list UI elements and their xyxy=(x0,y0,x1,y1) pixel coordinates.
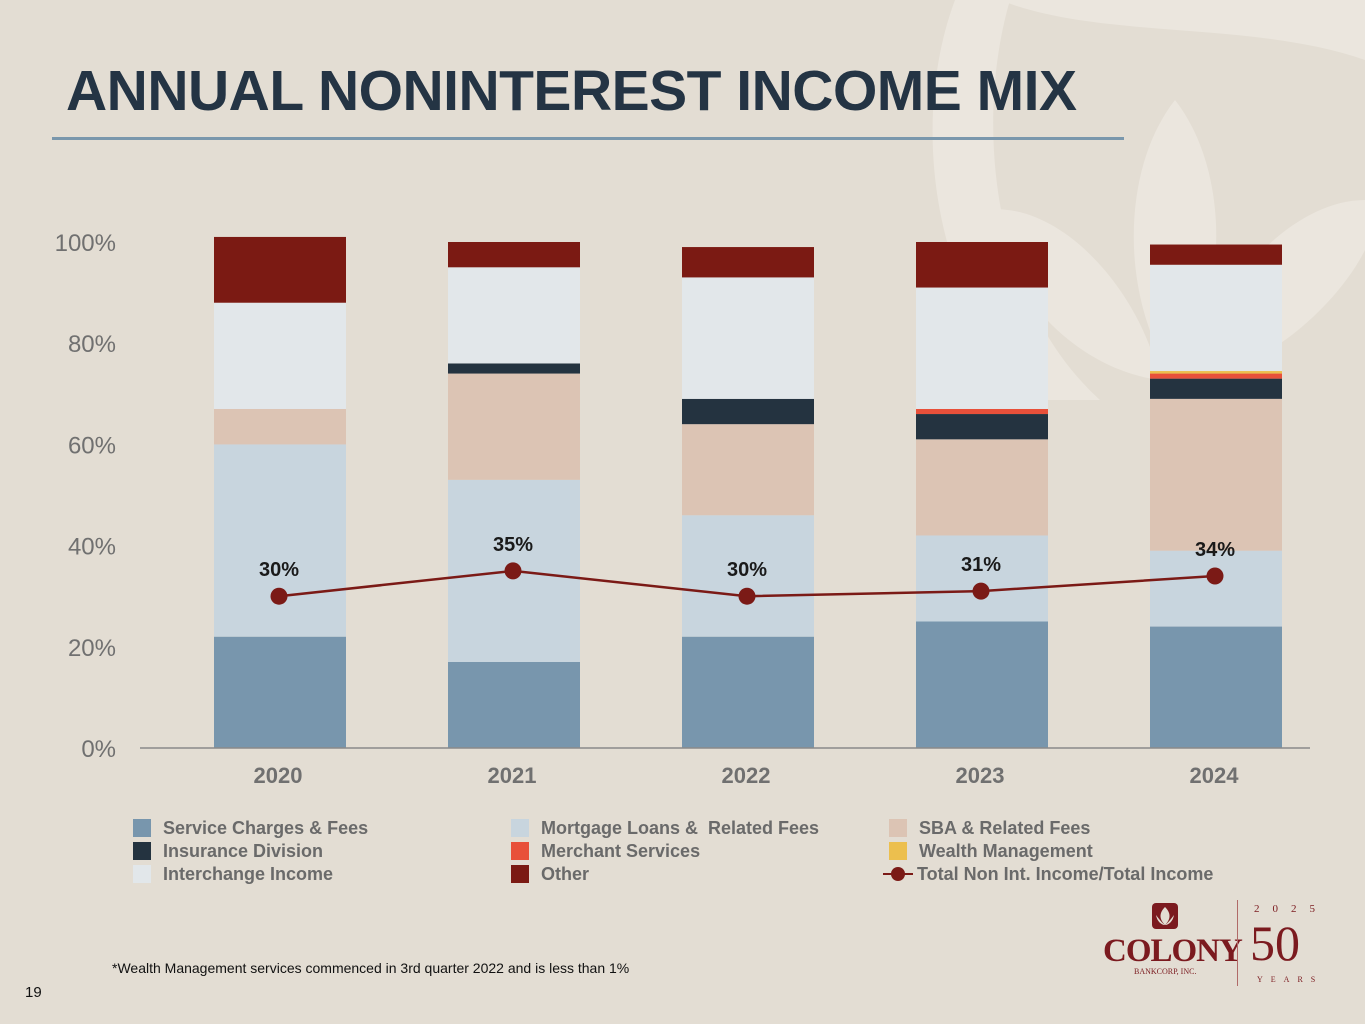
y-tick-label: 40% xyxy=(68,534,116,561)
legend-item-other: Other xyxy=(511,863,589,885)
bar-segment-2024-other xyxy=(1150,244,1282,265)
bar-segment-2020-other xyxy=(214,236,346,303)
bar-segment-2024-mortgage-loans-related-fees xyxy=(1150,550,1282,627)
legend-item-service-charges: Service Charges & Fees xyxy=(133,817,368,839)
bar-segment-2023-service-charges-fees xyxy=(916,621,1048,748)
logo-wordmark: COLONY xyxy=(1103,933,1243,969)
ratio-data-label: 30% xyxy=(727,559,767,581)
ratio-point xyxy=(738,587,756,605)
bar-segment-2024-wealth-management xyxy=(1150,371,1282,374)
y-tick-label: 100% xyxy=(55,230,116,257)
legend-swatch xyxy=(133,865,151,883)
x-tick-label: 2020 xyxy=(254,763,303,788)
anniversary-year: 2025 xyxy=(1254,903,1328,915)
legend-label: SBA & Related Fees xyxy=(919,817,1091,838)
bar-segment-2024-insurance-division xyxy=(1150,378,1282,399)
ratio-point xyxy=(972,582,990,600)
y-tick-label: 80% xyxy=(68,331,116,358)
legend-item-insurance: Insurance Division xyxy=(133,840,323,862)
ratio-data-label: 30% xyxy=(259,559,299,581)
bar-segment-2024-sba-related-fees xyxy=(1150,398,1282,551)
bar-segment-2021-insurance-division xyxy=(448,363,580,374)
anniversary-number: 50 xyxy=(1250,915,1300,971)
legend-label: Insurance Division xyxy=(163,840,324,861)
bar-segment-2020-mortgage-loans-related-fees xyxy=(214,444,346,637)
bar-segment-2022-insurance-division xyxy=(682,398,814,425)
bar-segment-2023-merchant-services xyxy=(916,408,1048,415)
bar-segment-2024-merchant-services xyxy=(1150,373,1282,379)
y-tick-label: 0% xyxy=(81,736,116,763)
legend-swatch xyxy=(511,865,529,883)
x-tick-label: 2023 xyxy=(956,763,1005,788)
ratio-data-label: 35% xyxy=(493,534,533,556)
ratio-line: 30% 35% 30% 31% 34% xyxy=(259,534,1235,605)
y-tick-label: 20% xyxy=(68,635,116,662)
bar-segment-2022-interchange-income xyxy=(682,277,814,399)
x-axis: 2020 2021 2022 2023 2024 xyxy=(140,747,1310,788)
x-tick-label: 2022 xyxy=(722,763,771,788)
bar-segment-2023-interchange-income xyxy=(916,287,1048,409)
ratio-point xyxy=(504,562,522,580)
bar-segment-2020-interchange-income xyxy=(214,302,346,409)
bar-segment-2022-mortgage-loans-related-fees xyxy=(682,515,814,637)
stacked-bars xyxy=(214,236,1282,748)
x-tick-label: 2024 xyxy=(1190,763,1240,788)
legend-item-wealth-management: Wealth Management xyxy=(889,840,1093,862)
bar-segment-2021-interchange-income xyxy=(448,267,580,364)
bar-segment-2023-mortgage-loans-related-fees xyxy=(916,535,1048,622)
bar-segment-2024-interchange-income xyxy=(1150,264,1282,372)
bar-segment-2020-service-charges-fees xyxy=(214,636,346,748)
title-underline xyxy=(52,137,1124,140)
legend-swatch xyxy=(511,819,529,837)
footnote: *Wealth Management services commenced in… xyxy=(112,960,630,976)
legend-item-merchant-services: Merchant Services xyxy=(511,840,700,862)
anniversary-word: YEARS xyxy=(1257,975,1324,984)
page-title: ANNUAL NONINTEREST INCOME MIX xyxy=(66,59,1077,123)
page-number: 19 xyxy=(25,984,42,1001)
noninterest-income-chart: 0%20%40%60%80%100% 2020 2021 2022 2023 2024 … xyxy=(55,230,1310,788)
legend-label: Service Charges & Fees xyxy=(163,817,369,838)
ratio-data-label: 34% xyxy=(1195,539,1235,561)
legend-swatch xyxy=(889,842,907,860)
legend-label: Mortgage Loans & Related Fees xyxy=(541,817,820,838)
bar-segment-2024-service-charges-fees xyxy=(1150,626,1282,748)
legend-label: Interchange Income xyxy=(163,863,334,884)
y-tick-label: 60% xyxy=(68,432,116,459)
legend-label: Merchant Services xyxy=(541,840,701,861)
y-axis: 0% 20% 40% 60% 80% 100% xyxy=(55,230,116,763)
legend-label: Wealth Management xyxy=(919,840,1093,861)
chart-legend: Service Charges & Fees Mortgage Loans & … xyxy=(133,817,1263,887)
logo-divider xyxy=(1237,900,1238,986)
bar-segment-2021-service-charges-fees xyxy=(448,661,580,748)
legend-swatch xyxy=(133,842,151,860)
bar-segment-2020-sba-related-fees xyxy=(214,408,346,445)
ratio-point xyxy=(270,587,288,605)
legend-item-interchange: Interchange Income xyxy=(133,863,333,885)
legend-swatch xyxy=(511,842,529,860)
legend-line-swatch xyxy=(883,867,913,881)
ratio-point xyxy=(1206,567,1224,585)
logo-subtitle: BANKCORP, INC. xyxy=(1134,967,1197,976)
legend-label: Other xyxy=(541,863,590,884)
legend-label: Total Non Int. Income/Total Income xyxy=(917,863,1214,884)
ratio-data-label: 31% xyxy=(961,554,1001,576)
legend-swatch xyxy=(133,819,151,837)
bar-segment-2023-other xyxy=(916,242,1048,288)
x-tick-label: 2021 xyxy=(488,763,537,788)
bar-segment-2022-other xyxy=(682,247,814,278)
legend-item-ratio-line: Total Non Int. Income/Total Income xyxy=(883,863,1214,885)
bar-segment-2023-insurance-division xyxy=(916,414,1048,440)
legend-swatch xyxy=(889,819,907,837)
bar-segment-2021-sba-related-fees xyxy=(448,373,580,480)
bar-segment-2023-sba-related-fees xyxy=(916,439,1048,536)
legend-item-sba: SBA & Related Fees xyxy=(889,817,1090,839)
legend-item-mortgage-loans: Mortgage Loans & Related Fees xyxy=(511,817,819,839)
bar-segment-2022-sba-related-fees xyxy=(682,424,814,516)
colony-lotus-logo-icon xyxy=(1152,903,1178,929)
bar-segment-2021-other xyxy=(448,242,580,268)
bar-segment-2022-service-charges-fees xyxy=(682,636,814,748)
